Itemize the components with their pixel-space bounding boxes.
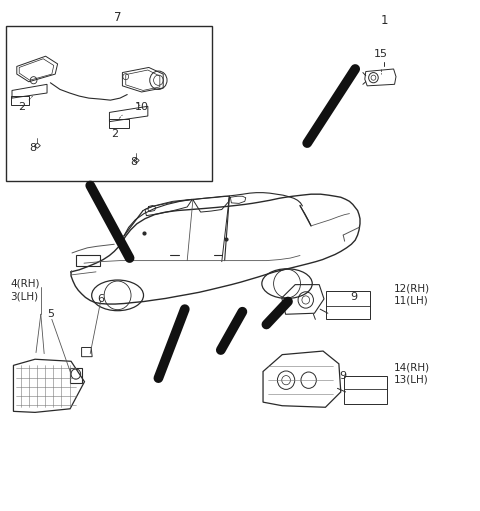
Text: 13(LH): 13(LH) (394, 375, 428, 385)
Text: 9: 9 (350, 292, 358, 303)
Text: 4(RH): 4(RH) (11, 278, 40, 289)
Bar (344, 376, 387, 404)
Bar (326, 291, 370, 319)
Text: 15: 15 (373, 49, 388, 59)
Text: 7: 7 (114, 11, 121, 24)
Text: 1: 1 (380, 14, 388, 27)
Text: 10: 10 (134, 102, 148, 112)
Text: 12(RH): 12(RH) (394, 284, 430, 294)
Bar (109, 119, 129, 128)
Text: 2: 2 (18, 102, 25, 112)
Bar (11, 96, 29, 105)
Bar (76, 256, 100, 266)
Text: 8: 8 (29, 143, 36, 153)
Text: 9: 9 (339, 370, 346, 381)
Bar (6, 26, 212, 181)
Text: 6: 6 (97, 294, 104, 304)
Text: 5: 5 (47, 309, 54, 319)
Text: 8: 8 (131, 157, 138, 168)
Text: 11(LH): 11(LH) (394, 295, 428, 306)
Text: 14(RH): 14(RH) (394, 363, 430, 373)
Text: 3(LH): 3(LH) (11, 291, 39, 301)
Text: 2: 2 (111, 129, 119, 139)
